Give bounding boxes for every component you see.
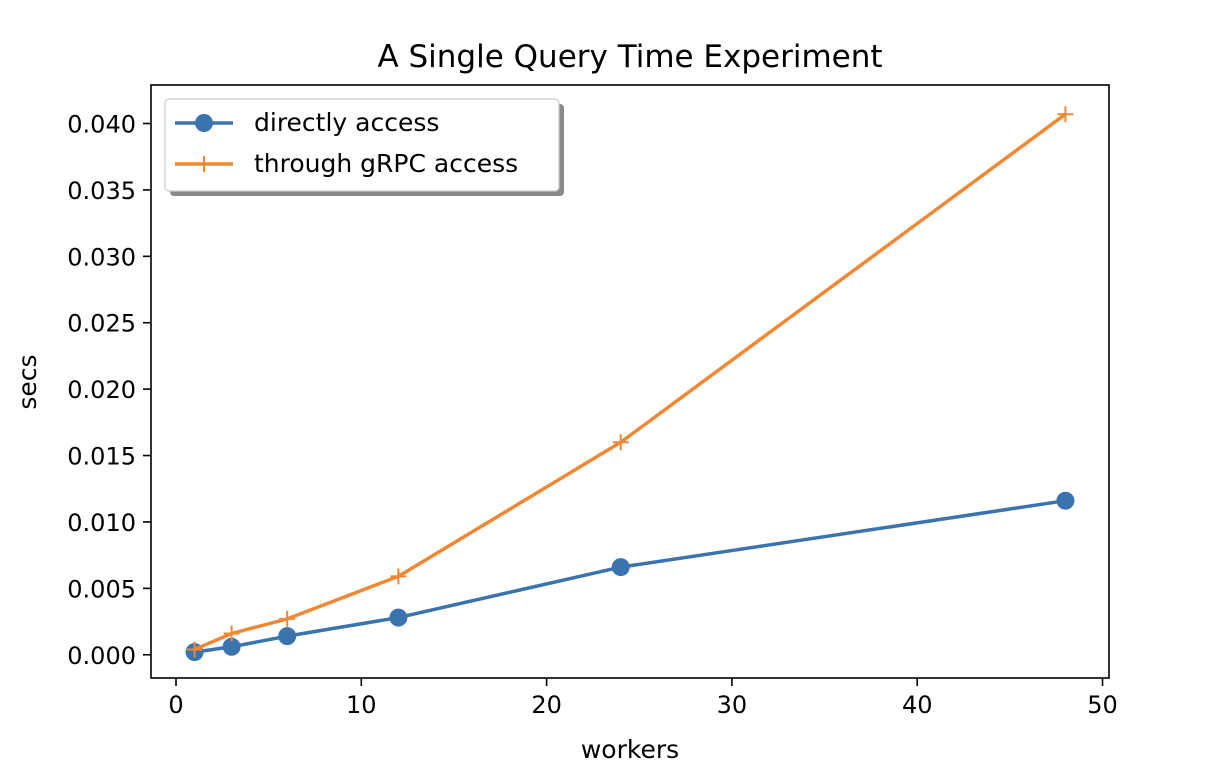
- legend-label-directly-access: directly access: [254, 108, 439, 137]
- x-axis-label: workers: [581, 735, 679, 764]
- data-point-through-grpc-access: [612, 434, 629, 451]
- legend: directly access through gRPC access: [164, 98, 564, 196]
- data-point-directly-access: [1056, 491, 1075, 510]
- chart-title: A Single Query Time Experiment: [377, 39, 882, 75]
- x-tick-label: 30: [717, 691, 748, 719]
- legend-marker-directly-access: [195, 114, 213, 132]
- data-point-directly-access: [389, 608, 408, 627]
- legend-box: [164, 98, 560, 192]
- data-point-through-grpc-access: [390, 568, 407, 585]
- data-point-directly-access: [222, 637, 241, 656]
- y-tick-label: 0.000: [67, 642, 136, 670]
- data-point-through-grpc-access: [186, 641, 203, 658]
- data-point-through-grpc-access: [1057, 106, 1074, 123]
- y-tick-label: 0.040: [67, 111, 136, 139]
- plot-frame: [150, 84, 1110, 679]
- series-line-through-grpc-access: [193, 112, 1067, 652]
- y-axis-label: secs: [13, 354, 42, 409]
- x-tick-label: 50: [1087, 691, 1118, 719]
- data-point-through-grpc-access: [223, 625, 240, 642]
- x-tick-label: 0: [168, 691, 183, 719]
- y-tick-label: 0.015: [67, 443, 136, 471]
- x-axis: 0 10 20 30 40 50: [168, 678, 1118, 719]
- y-tick-label: 0.025: [67, 310, 136, 338]
- y-axis: 0.000 0.005 0.010 0.015 0.020 0.025 0.030 0.035…: [67, 111, 151, 670]
- y-tick-label: 0.020: [67, 376, 136, 404]
- y-tick-label: 0.030: [67, 243, 136, 271]
- x-tick-label: 10: [346, 691, 377, 719]
- data-point-directly-access: [278, 627, 297, 646]
- y-tick-label: 0.005: [67, 575, 136, 603]
- data-point-through-grpc-access: [279, 610, 296, 627]
- x-tick-label: 40: [902, 691, 933, 719]
- y-tick-label: 0.035: [67, 177, 136, 205]
- data-point-directly-access: [611, 558, 630, 577]
- legend-marker-through-grpc-access: [196, 156, 212, 172]
- x-tick-label: 20: [531, 691, 562, 719]
- plot-area: [185, 106, 1075, 662]
- legend-label-through-grpc-access: through gRPC access: [254, 149, 518, 178]
- y-tick-label: 0.010: [67, 509, 136, 537]
